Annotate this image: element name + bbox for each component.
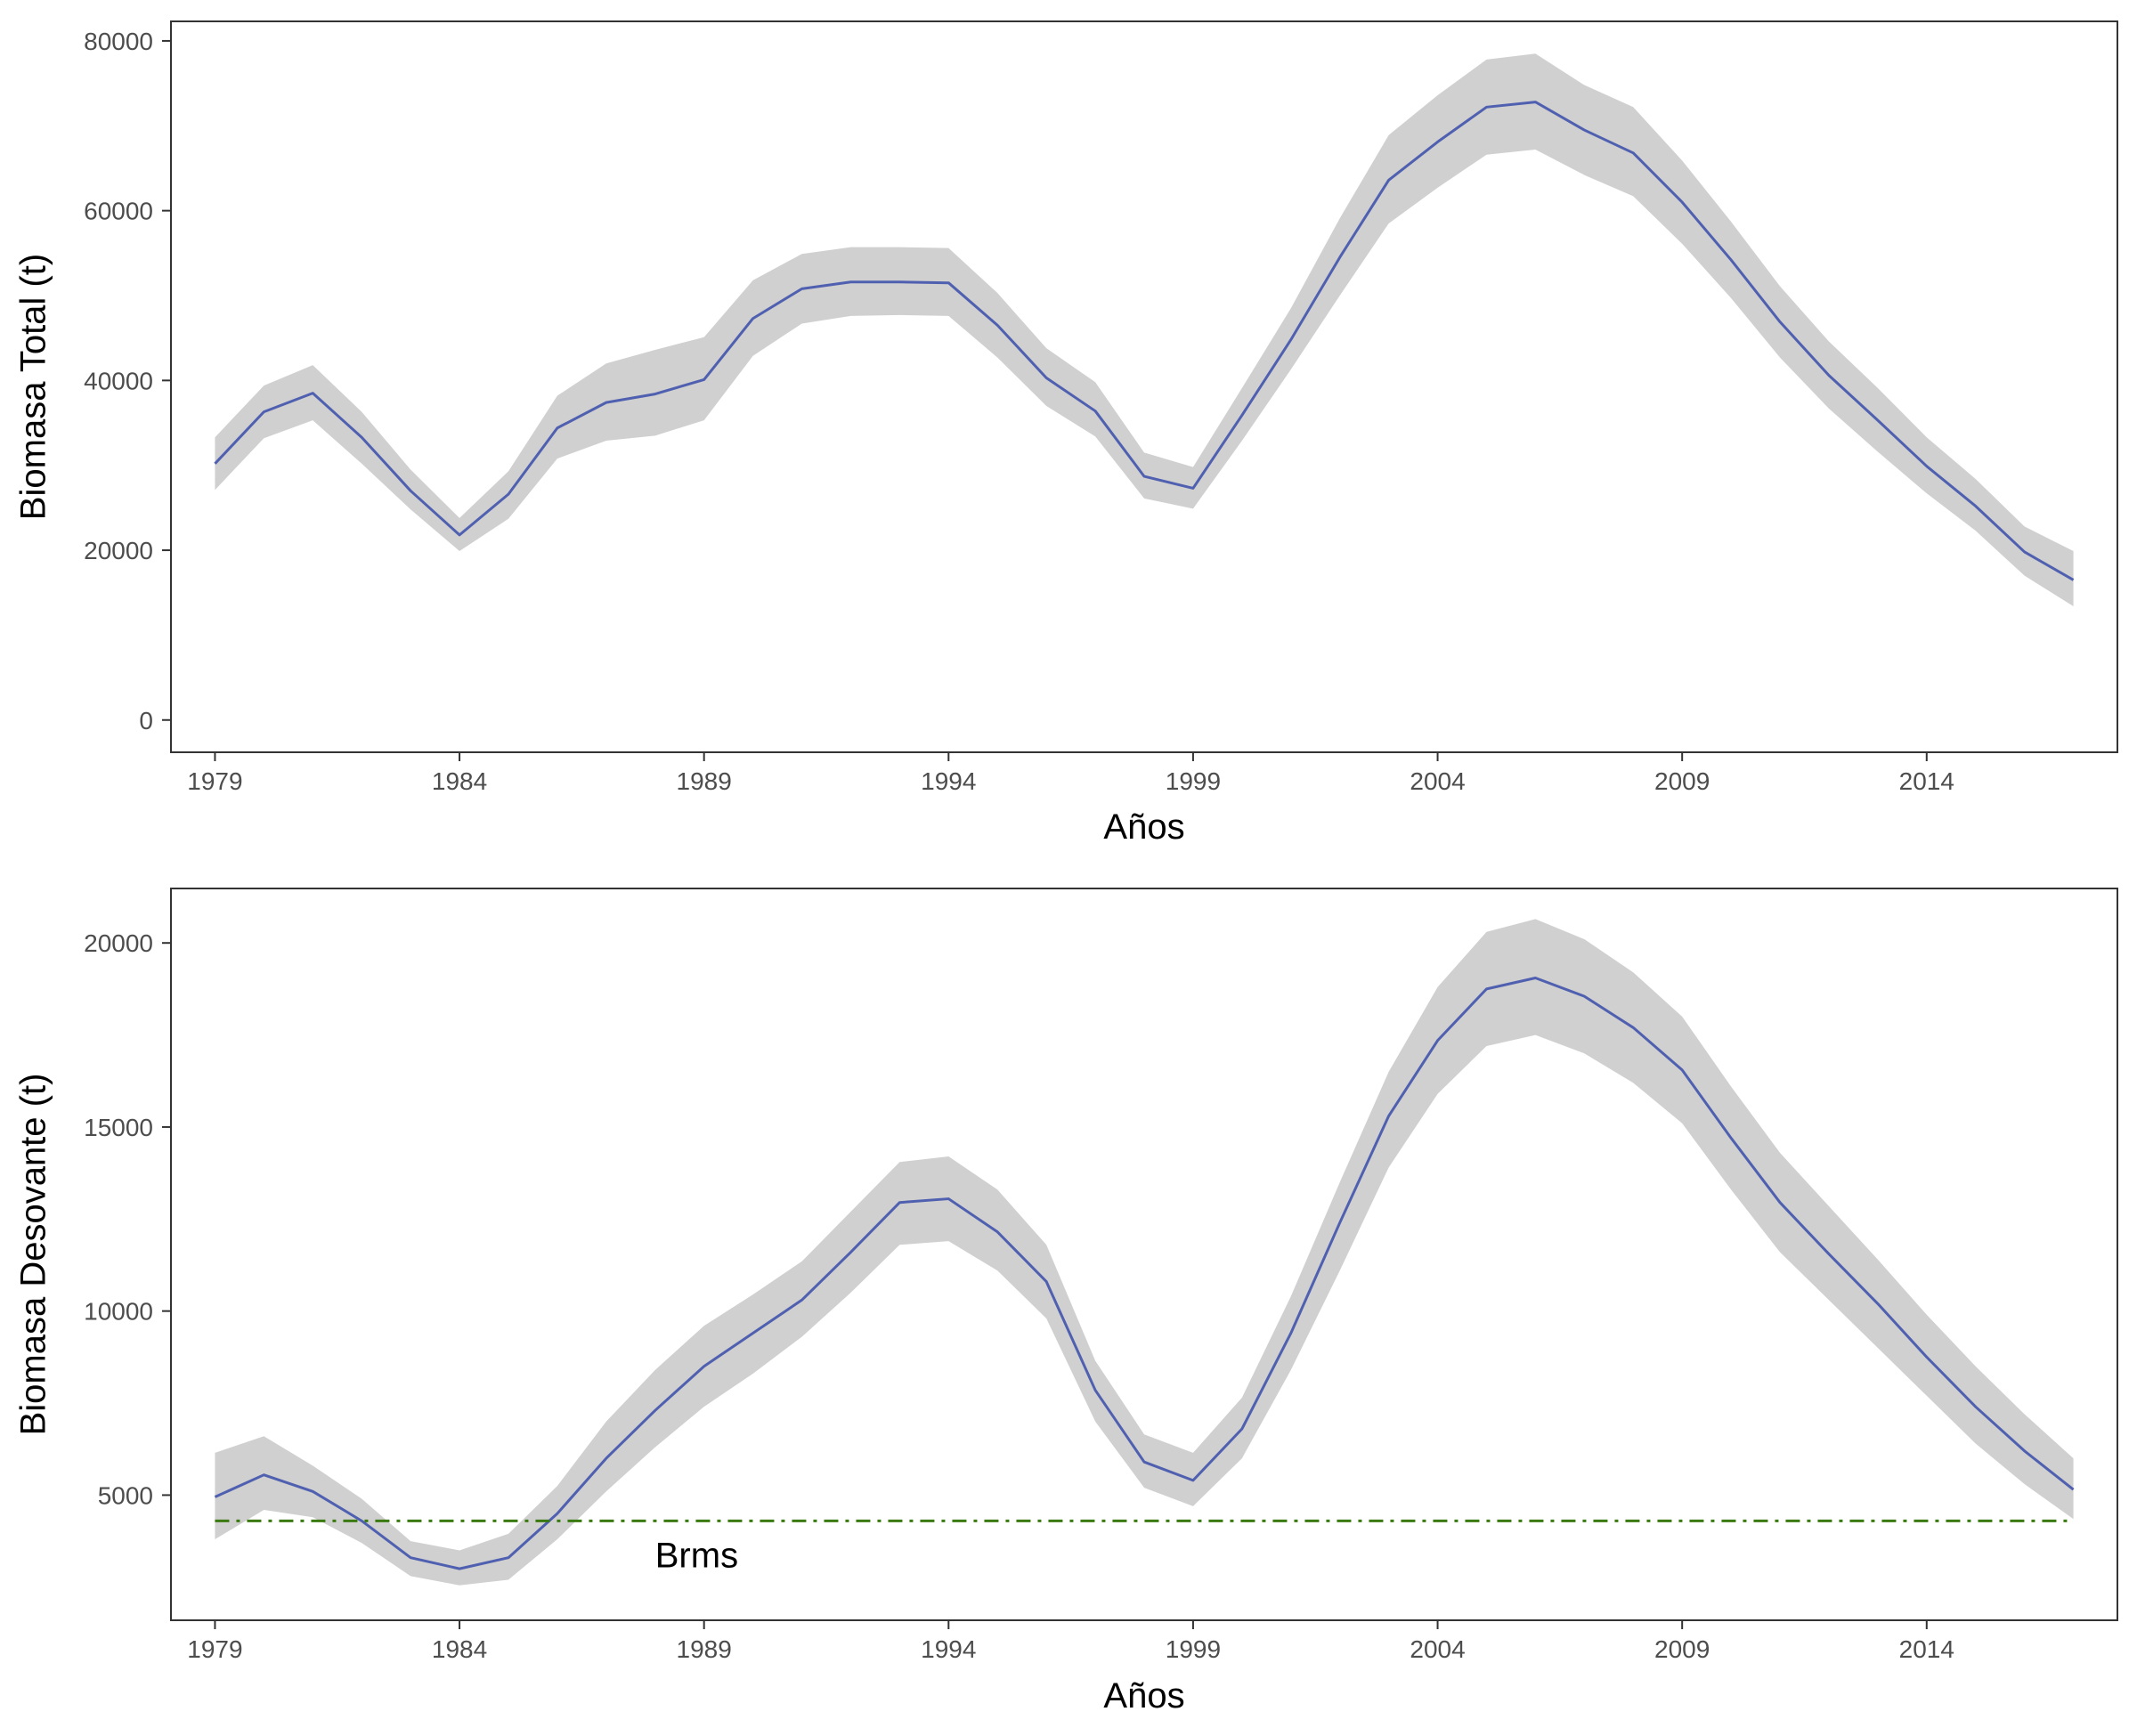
x-tick-label: 2004 — [1410, 767, 1465, 795]
y-tick-label: 5000 — [98, 1481, 153, 1509]
y-tick-label: 20000 — [84, 929, 153, 957]
confidence-band — [215, 919, 2074, 1586]
x-tick-label: 2009 — [1654, 767, 1710, 795]
series-line — [214, 101, 2075, 581]
y-tick-label: 15000 — [84, 1114, 153, 1141]
chart-panel-2: Brms 1979 1984 1989 1994 1999 2004 2009 2014 5000… — [14, 888, 2118, 1716]
x-axis-title: Años — [1103, 807, 1184, 847]
x-tick-label: 1994 — [921, 1635, 976, 1663]
x-tick-label: 1984 — [432, 767, 487, 795]
x-tick-label: 2009 — [1654, 1635, 1710, 1663]
x-tick-label: 1994 — [921, 767, 976, 795]
y-tick-label: 20000 — [84, 537, 153, 564]
y-axis-title: Biomasa Total (t) — [14, 254, 53, 520]
x-axis-title: Años — [1103, 1676, 1184, 1716]
y-axis-title: Biomasa Desovante (t) — [14, 1074, 53, 1436]
y-tick-label: 10000 — [84, 1298, 153, 1326]
x-tick-label: 1999 — [1166, 1635, 1221, 1663]
y-tick-label: 0 — [139, 707, 153, 734]
x-tick-label: 2004 — [1410, 1635, 1465, 1663]
y-tick-label: 40000 — [84, 367, 153, 394]
x-tick-label: 2014 — [1899, 1635, 1954, 1663]
y-tick-label: 60000 — [84, 198, 153, 225]
confidence-band — [215, 53, 2074, 606]
y-tick-label: 80000 — [84, 28, 153, 55]
reference-line-label: Brms — [655, 1536, 738, 1575]
x-tick-label: 1979 — [187, 767, 242, 795]
x-tick-label: 1999 — [1166, 767, 1221, 795]
x-tick-label: 1979 — [187, 1635, 242, 1663]
panel-border — [170, 888, 2118, 1621]
x-tick-label: 1989 — [677, 767, 732, 795]
chart-panel-1: 1979 1984 1989 1994 1999 2004 2009 2014 0 20000 40… — [14, 20, 2118, 847]
x-tick-label: 2014 — [1899, 767, 1954, 795]
series-line — [214, 976, 2075, 1570]
panel-border — [170, 20, 2118, 753]
x-tick-label: 1984 — [432, 1635, 487, 1663]
x-tick-label: 1989 — [677, 1635, 732, 1663]
